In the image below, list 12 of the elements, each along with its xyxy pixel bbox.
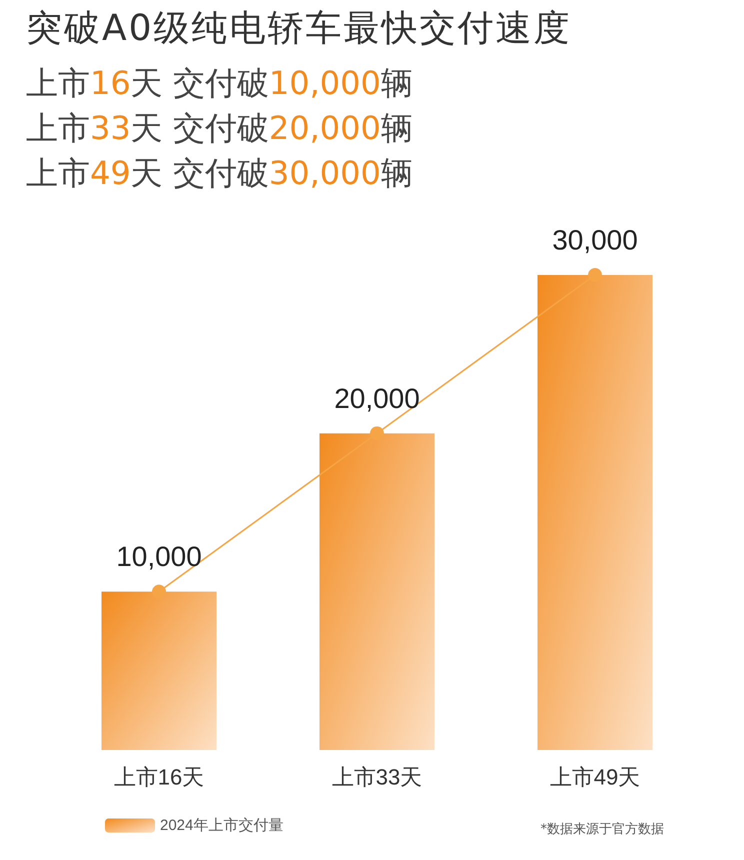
x-tick-label: 上市33天 [332, 764, 422, 790]
data-label: 30,000 [552, 224, 638, 256]
x-tick-label: 上市16天 [114, 764, 204, 790]
legend-label: 2024年上市交付量 [160, 817, 284, 834]
text: *数据来源于官方数据 [540, 821, 664, 838]
text: 上市33天 交付破20,000辆 [26, 109, 413, 147]
data-label: 10,000 [116, 541, 202, 572]
data-label: 20,000 [334, 382, 420, 414]
chart-title: 突破A0级纯电轿车最快交付速度 [26, 7, 572, 51]
x-tick-label: 上市49天 [550, 764, 640, 790]
text: 上市49天 交付破30,000辆 [26, 154, 413, 192]
text: 上市16天 交付破10,000辆 [26, 64, 413, 102]
